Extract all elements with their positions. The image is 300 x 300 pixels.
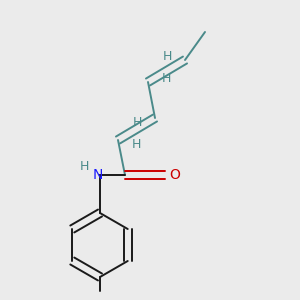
Text: H: H bbox=[132, 116, 142, 130]
Text: H: H bbox=[131, 139, 141, 152]
Text: H: H bbox=[79, 160, 89, 173]
Text: H: H bbox=[162, 50, 172, 62]
Text: H: H bbox=[161, 71, 171, 85]
Text: O: O bbox=[169, 168, 180, 182]
Text: N: N bbox=[93, 168, 103, 182]
